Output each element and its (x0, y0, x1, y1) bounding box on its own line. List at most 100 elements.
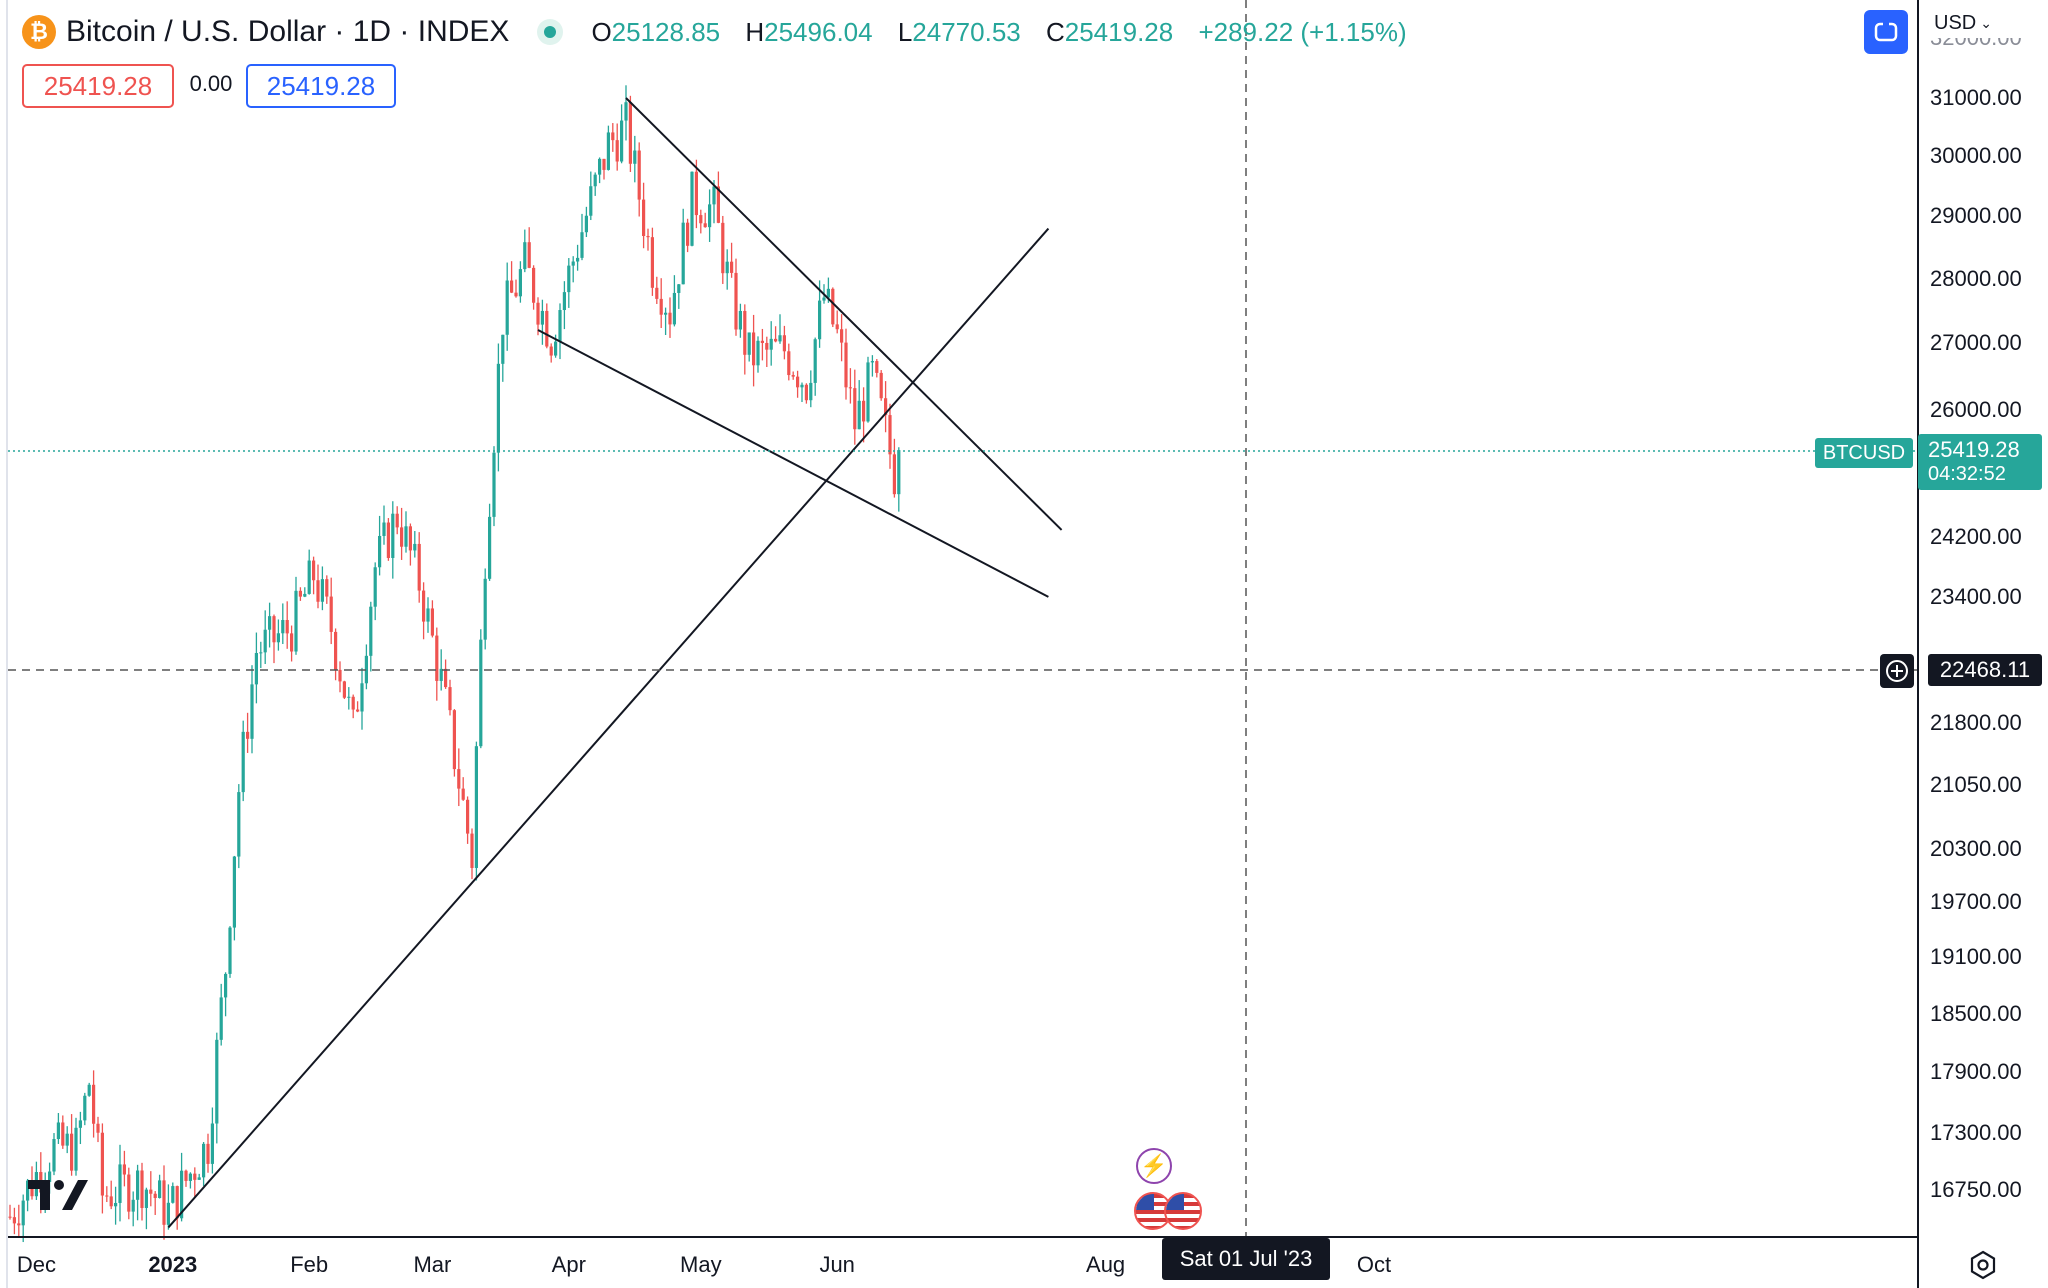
candle (848, 368, 852, 404)
symbol-legend: ₿ Bitcoin / U.S. Dollar · 1D · INDEX O25… (22, 10, 1407, 54)
candle (514, 279, 518, 298)
candle (796, 370, 800, 398)
candle (576, 244, 580, 271)
candle (611, 123, 615, 152)
candle (325, 575, 329, 604)
candle (681, 208, 685, 285)
time-label: Feb (290, 1252, 329, 1277)
candle (246, 712, 250, 753)
candle (571, 256, 575, 283)
candle (483, 568, 487, 650)
candle (241, 720, 245, 802)
symbol-title[interactable]: Bitcoin / U.S. Dollar · 1D · INDEX (66, 15, 510, 48)
candle (290, 625, 294, 662)
price-tick: 24200.00 (1930, 524, 2022, 550)
open-label: O (591, 16, 612, 47)
price-tick: 30000.00 (1930, 143, 2022, 169)
candle (659, 278, 663, 328)
candle (584, 206, 588, 238)
candle (316, 564, 320, 609)
candle (672, 275, 676, 327)
close-label: C (1045, 16, 1065, 47)
candle (202, 1142, 206, 1186)
candle (496, 343, 500, 472)
candle (655, 276, 659, 304)
candle (254, 632, 258, 704)
sell-price-button[interactable]: 25419.28 (22, 64, 174, 108)
candle (492, 446, 496, 527)
candle (774, 326, 778, 343)
candle (804, 383, 808, 404)
candle (835, 310, 839, 334)
candle (312, 556, 316, 595)
candle (114, 1186, 118, 1225)
candle (268, 602, 272, 648)
candle (875, 359, 879, 378)
buy-price-button[interactable]: 25419.28 (246, 64, 396, 108)
replay-icon (1874, 21, 1898, 42)
candle (888, 403, 892, 469)
candle (408, 523, 412, 566)
currency-selector[interactable]: USD ⌄ (1934, 12, 1992, 35)
candle (818, 280, 822, 348)
candles-group (8, 85, 901, 1243)
trendline[interactable] (537, 329, 1049, 598)
candle (633, 135, 637, 183)
high-label: H (745, 16, 765, 47)
candle (127, 1167, 131, 1220)
candle (844, 328, 848, 400)
candle (488, 503, 492, 581)
candle (602, 158, 606, 180)
candle (144, 1187, 148, 1230)
candle (778, 314, 782, 344)
candle (532, 265, 536, 310)
candle (787, 343, 791, 381)
candle (193, 1167, 197, 1197)
candle (422, 582, 426, 640)
price-tick: 23400.00 (1930, 583, 2022, 609)
candle (743, 304, 747, 375)
candle (276, 619, 280, 651)
candle (712, 179, 716, 224)
candle (646, 228, 650, 251)
candle (430, 600, 434, 638)
candle (166, 1184, 170, 1230)
add-alert-plus-icon[interactable] (1880, 654, 1914, 688)
trendlines-group (167, 97, 1063, 1229)
trendline[interactable] (625, 97, 1063, 531)
lightning-event-icon[interactable]: ⚡ (1136, 1148, 1172, 1184)
settings-icon[interactable] (1968, 1250, 1998, 1280)
candle (800, 382, 804, 403)
candle (52, 1133, 56, 1176)
candle (96, 1116, 100, 1143)
candle (747, 332, 751, 362)
candle (417, 532, 421, 603)
time-label: Apr (551, 1252, 586, 1277)
candle (708, 189, 712, 242)
time-label: Mar (413, 1252, 452, 1277)
candle (598, 157, 602, 184)
trendline[interactable] (167, 227, 1050, 1229)
candle (56, 1113, 60, 1144)
chart-tool-button[interactable] (1864, 10, 1908, 54)
candle (426, 597, 430, 633)
candle (624, 85, 628, 141)
symbol-tag: BTCUSD (1815, 438, 1913, 468)
candle (545, 303, 549, 349)
candle (149, 1171, 153, 1207)
currency-label: USD (1934, 12, 1977, 34)
candle (171, 1182, 175, 1204)
candle (606, 125, 610, 171)
market-status-icon[interactable] (537, 19, 564, 45)
price-tick: 17900.00 (1930, 1059, 2022, 1085)
candle (206, 1133, 210, 1173)
crosshair-date-tag: Sat 01 Jul '23 (1162, 1238, 1330, 1280)
price-tick: 29000.00 (1930, 203, 2022, 229)
candle (320, 566, 324, 611)
candle (74, 1117, 78, 1176)
candle (620, 104, 624, 164)
price-tick: 21050.00 (1930, 771, 2022, 797)
candle (721, 215, 725, 284)
us-flag-event-icon-2[interactable] (1164, 1192, 1202, 1230)
